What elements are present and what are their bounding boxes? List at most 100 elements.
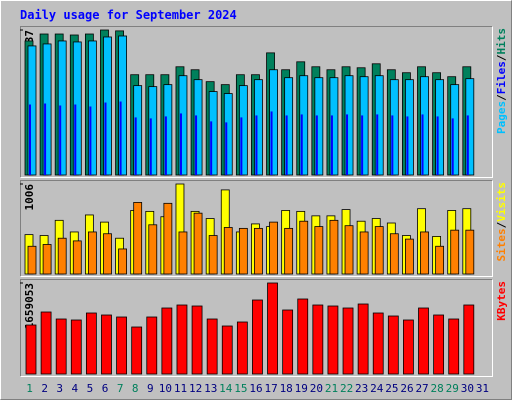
bar [270, 111, 273, 175]
bar [314, 226, 324, 275]
bar [405, 79, 414, 176]
bar [269, 221, 278, 275]
legend-entry: Sites [495, 228, 508, 261]
bar [238, 85, 248, 176]
legend-entry: Pages [495, 101, 508, 134]
bar [255, 115, 258, 175]
chart-title: Daily usage for September 2024 [20, 8, 237, 22]
x-tick-label: 31 [476, 382, 489, 395]
x-tick-label: 18 [280, 382, 293, 395]
bar [74, 104, 77, 175]
bar [40, 311, 52, 375]
bar [25, 324, 37, 375]
bar [329, 219, 339, 275]
bar [376, 114, 379, 175]
bar [329, 77, 339, 176]
bar [118, 248, 127, 275]
bar [330, 115, 333, 175]
bar [346, 114, 349, 175]
bar [420, 76, 429, 176]
x-tick-label: 17 [264, 382, 277, 395]
bar [450, 84, 460, 176]
bar [225, 122, 228, 175]
bar [223, 93, 233, 176]
x-tick-label: 29 [446, 382, 459, 395]
bar [134, 117, 137, 175]
bar [359, 76, 369, 176]
bar [149, 118, 152, 175]
legend-entry: Visits [495, 182, 508, 222]
legend: KBytes [495, 281, 508, 321]
x-tick-label: 23 [355, 382, 368, 395]
bar [118, 35, 127, 176]
x-tick-label: 14 [219, 382, 233, 395]
bar [435, 245, 445, 275]
bar [387, 315, 399, 375]
x-tick-label: 2 [41, 382, 48, 395]
bar [391, 115, 394, 175]
x-tick-label: 19 [295, 382, 308, 395]
bar [389, 79, 399, 176]
bar [146, 316, 158, 375]
bar [297, 298, 309, 375]
bar [223, 227, 233, 275]
bar [282, 309, 294, 375]
bar [101, 314, 112, 375]
x-tick-label: 22 [340, 382, 353, 395]
panel-light [20, 279, 493, 377]
bar [389, 233, 399, 275]
bar [269, 69, 278, 176]
bar [405, 238, 414, 275]
bar [465, 229, 475, 275]
bar [103, 36, 112, 176]
x-tick-label: 10 [159, 382, 172, 395]
bar [406, 116, 409, 175]
bar [299, 75, 309, 176]
bar [284, 227, 294, 275]
bar [72, 41, 82, 176]
bar [148, 86, 158, 176]
bar [465, 78, 475, 176]
bar [163, 84, 173, 176]
bar [433, 314, 445, 375]
bar [451, 118, 454, 175]
bar [254, 227, 263, 275]
bar [55, 318, 67, 375]
bar [57, 40, 67, 176]
bar [87, 231, 97, 275]
bar [195, 115, 198, 175]
bar [435, 79, 445, 176]
panel-dark [20, 279, 493, 377]
bar [450, 229, 460, 275]
bar [238, 227, 248, 275]
x-tick-label: 25 [385, 382, 398, 395]
bar [103, 233, 112, 275]
bar [327, 305, 339, 375]
legend-separator: / [495, 54, 508, 61]
bar [72, 240, 82, 275]
x-tick-label: 12 [189, 382, 202, 395]
panel-light [20, 26, 493, 178]
bar [420, 231, 429, 275]
x-tick-label: 26 [400, 382, 413, 395]
bar [374, 75, 384, 176]
bar [193, 79, 203, 176]
bar [299, 220, 309, 275]
bar [418, 307, 429, 375]
y-tick-label: 1006 [23, 184, 36, 211]
bar [208, 91, 218, 176]
bar [361, 115, 364, 175]
bar [315, 115, 318, 175]
bar [254, 79, 263, 176]
legend-separator: / [495, 94, 508, 101]
bar [359, 231, 369, 275]
bar [267, 282, 278, 375]
bar [284, 77, 294, 176]
x-tick-label: 5 [87, 382, 94, 395]
bar [206, 318, 218, 375]
x-tick-label: 24 [370, 382, 384, 395]
bar [221, 325, 233, 375]
bar [300, 114, 303, 175]
x-tick-label: 20 [310, 382, 323, 395]
